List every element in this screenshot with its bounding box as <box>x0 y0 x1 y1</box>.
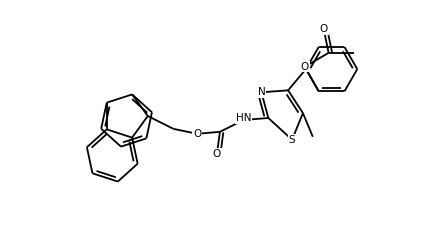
Text: N: N <box>257 87 265 97</box>
Text: O: O <box>319 24 327 34</box>
Text: O: O <box>212 149 221 159</box>
Text: O: O <box>193 129 201 139</box>
Text: HN: HN <box>235 113 251 123</box>
Text: O: O <box>300 62 308 72</box>
Text: S: S <box>288 135 295 145</box>
